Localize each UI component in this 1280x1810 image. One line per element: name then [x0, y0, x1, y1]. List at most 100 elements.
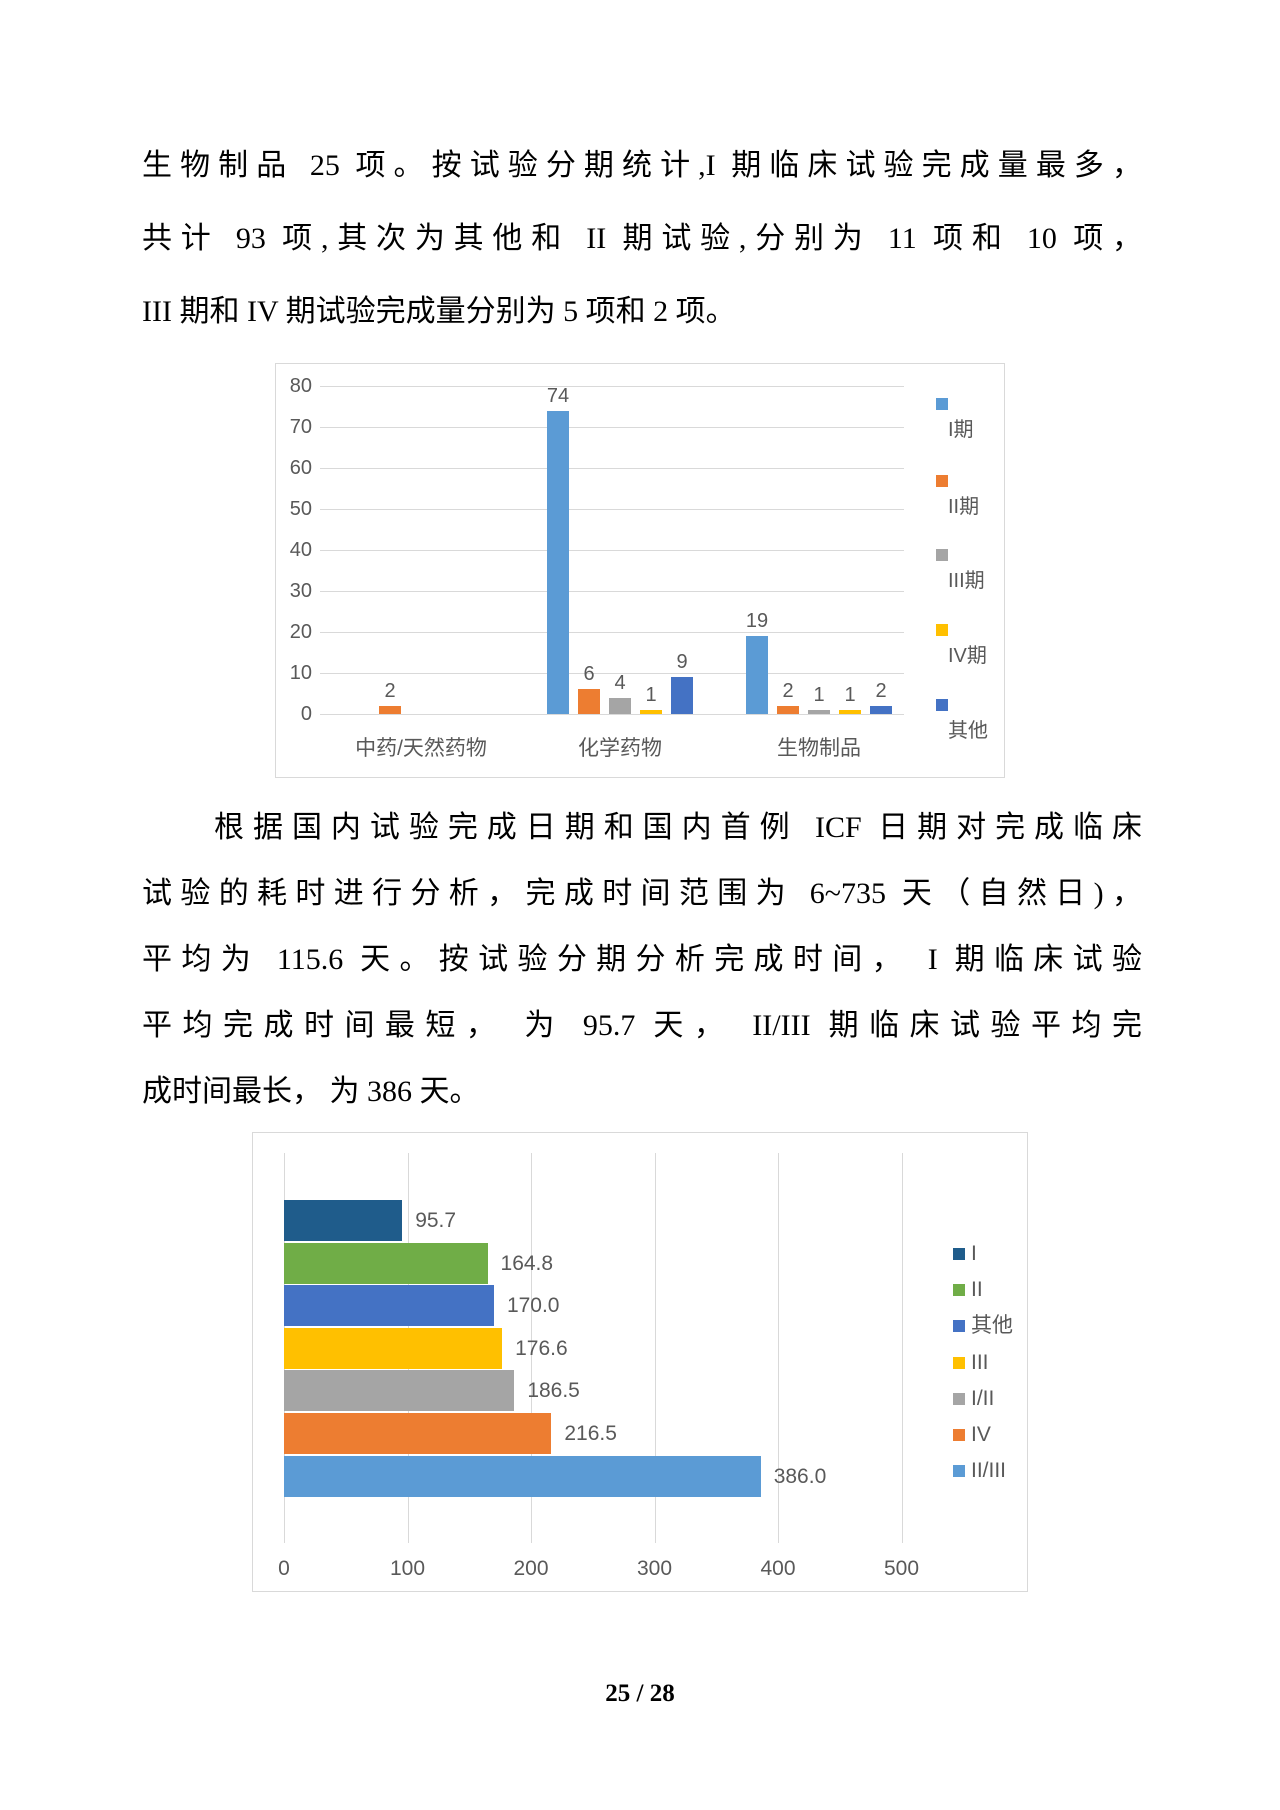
legend-marker: [936, 475, 948, 487]
gridline: [320, 509, 904, 510]
bar-value-label: 1: [813, 683, 825, 706]
bar-value-label: 1: [844, 683, 856, 706]
x-axis-category-label: 化学药物: [578, 737, 662, 760]
legend-label: 其他: [948, 720, 988, 742]
legend-marker: [953, 1392, 965, 1405]
y-axis-tick-label: 40: [289, 539, 312, 561]
paragraph-completion-time-analysis: 根据国内试验完成日期和国内首例 ICF 日期对完成临床 试验的耗时进行分析，完成…: [142, 795, 1142, 1125]
bar-其他: [671, 677, 693, 714]
bar-IV: [284, 1413, 552, 1454]
bar-III期: [808, 709, 830, 714]
bar-III: [284, 1327, 503, 1369]
bar-III期: [609, 697, 631, 714]
gridline: [654, 1153, 656, 1543]
gridline: [320, 550, 904, 551]
legend-marker: [953, 1248, 965, 1260]
legend-marker: [953, 1284, 965, 1297]
bar-I期: [547, 410, 569, 714]
bar-I: [284, 1200, 403, 1241]
bar-II期: [578, 689, 600, 714]
bar-value-label: 4: [614, 671, 626, 694]
y-axis-tick-label: 0: [300, 703, 312, 725]
legend-label: II期: [948, 496, 980, 518]
legend-label: I: [971, 1242, 977, 1265]
paragraph-line: III 期和 IV 期试验完成量分别为 5 项和 2 项。: [142, 295, 736, 328]
bar-II: [284, 1242, 488, 1284]
gridline: [778, 1153, 779, 1543]
y-axis-tick-label: 30: [289, 580, 312, 602]
bar-value-label: 2: [782, 679, 794, 702]
x-axis-tick-label: 100: [389, 1557, 426, 1580]
gridline: [531, 1153, 532, 1543]
bar-II期: [379, 705, 401, 714]
chart-completed-trials-by-drug-type-and-phase: 0 10 20 30 40 50 60 70 80 74 19 2 6 2 4 1 1 1 9 2 中药/天然药物 化学药…: [275, 363, 1005, 778]
legend-marker: [953, 1465, 965, 1478]
legend-label: 其他: [971, 1314, 1013, 1338]
legend-marker: [953, 1356, 965, 1369]
legend-label: III期: [948, 570, 985, 592]
legend-label: III: [971, 1350, 989, 1374]
bar-IV期: [640, 709, 662, 714]
gridline: [320, 632, 904, 633]
x-axis-tick-label: 0: [278, 1557, 290, 1580]
bar-value-label: 95.7: [415, 1209, 457, 1232]
paragraph-line: 平均为 115.6 天。按试验分期分析完成时间， I 期临床试验: [142, 943, 1142, 976]
legend-label: I期: [948, 419, 974, 441]
x-axis-category-label: 生物制品: [777, 737, 861, 760]
legend-marker: [936, 699, 948, 711]
gridline: [320, 714, 904, 715]
x-axis-tick-label: 300: [636, 1557, 673, 1580]
paragraph-line: 共计 93 项,其次为其他和 II 期试验,分别为 11 项和 10 项，: [142, 222, 1142, 255]
gridline: [320, 468, 904, 469]
bar-value-label: 19: [745, 610, 769, 633]
legend-marker: [936, 624, 948, 636]
bar-value-label: 2: [384, 679, 396, 702]
paragraph-line: 平均完成时间最短， 为 95.7 天， II/III 期临床试验平均完: [142, 1009, 1142, 1042]
bar-value-label: 170.0: [506, 1294, 560, 1318]
paragraph-line: 成时间最长， 为 386 天。: [142, 1075, 480, 1108]
bar-II期: [777, 705, 799, 714]
y-axis-tick-label: 80: [289, 375, 312, 397]
legend-marker: [953, 1320, 965, 1333]
gridline: [320, 673, 904, 674]
gridline: [320, 386, 904, 387]
x-axis-category-label: 中药/天然药物: [355, 737, 487, 760]
gridline: [901, 1153, 903, 1543]
bar-IV期: [839, 709, 861, 714]
bar-其他: [284, 1285, 494, 1327]
paragraph-line: 生物制品 25 项。按试验分期统计,I 期临床试验完成量最多，: [142, 149, 1142, 182]
paragraph-trial-phase-summary: 生物制品 25 项。按试验分期统计,I 期临床试验完成量最多， 共计 93 项,…: [142, 129, 1142, 348]
chart-average-completion-time-by-phase: 0 100 200 300 400 500 95.7 164.8 170.0 176.6 186.5…: [252, 1132, 1028, 1592]
x-axis-tick-label: 500: [883, 1557, 920, 1580]
bar-value-label: 164.8: [500, 1251, 554, 1275]
legend-marker: [936, 549, 948, 561]
legend-label: I/II: [971, 1386, 995, 1410]
y-axis-tick-label: 20: [289, 621, 312, 643]
bar-value-label: 6: [583, 663, 595, 686]
paragraph-line: 试验的耗时进行分析，完成时间范围为 6~735 天（自然日)，: [142, 877, 1142, 910]
bar-value-label: 176.6: [515, 1336, 568, 1360]
bar-II/III: [284, 1455, 761, 1497]
gridline: [320, 591, 904, 592]
page-number: 25 / 28: [605, 1680, 675, 1707]
bar-I期: [746, 636, 768, 714]
y-axis-tick-label: 50: [289, 498, 312, 520]
bar-value-label: 1: [645, 683, 657, 706]
bar-I/II: [284, 1370, 515, 1412]
paragraph-line: 根据国内试验完成日期和国内首例 ICF 日期对完成临床: [214, 811, 1142, 844]
bar-value-label: 2: [875, 679, 887, 702]
bar-其他: [870, 705, 892, 714]
y-axis-tick-label: 10: [289, 662, 312, 684]
y-axis-tick-label: 70: [289, 416, 312, 438]
y-axis-tick-label: 60: [289, 457, 312, 479]
bar-value-label: 216.5: [564, 1422, 617, 1445]
bar-value-label: 186.5: [527, 1379, 580, 1403]
legend-label: II: [971, 1278, 983, 1302]
legend-marker: [953, 1429, 965, 1441]
legend-marker: [936, 398, 948, 410]
gridline: [320, 427, 904, 428]
legend-label: IV期: [948, 645, 987, 667]
bar-value-label: 9: [676, 651, 688, 674]
bar-value-label: 74: [546, 384, 570, 407]
